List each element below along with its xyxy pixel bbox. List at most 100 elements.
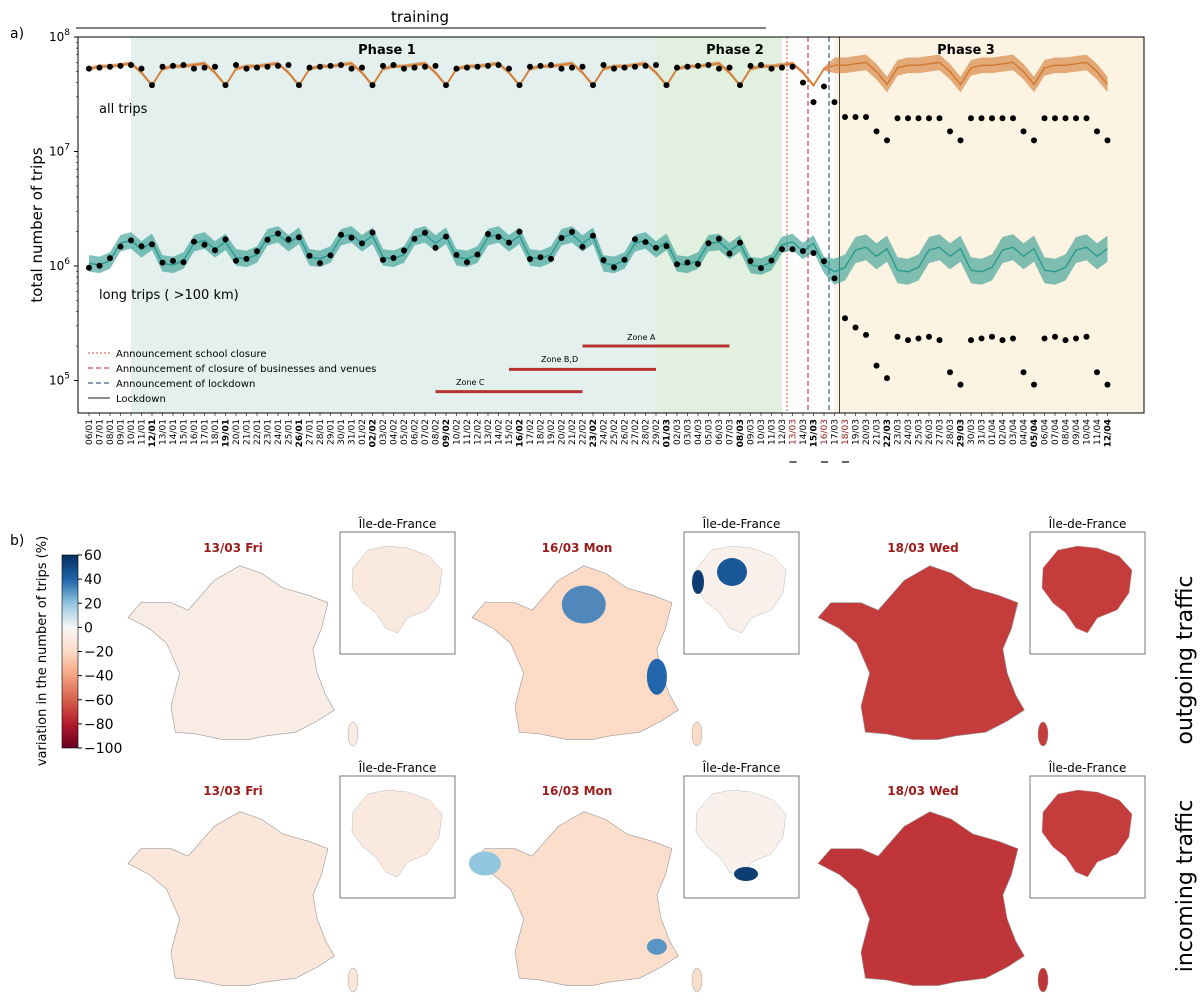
corsica-shape	[691, 721, 703, 747]
x-tick-label: 12/02	[474, 419, 484, 445]
x-tick-label: 10/01	[127, 419, 137, 445]
x-tick-label: 17/01	[201, 419, 211, 445]
colorbar-tick-label: 60	[84, 548, 102, 564]
point-all-trips	[810, 99, 817, 106]
x-tick-label: 16/01	[190, 419, 200, 445]
idf-inset-title: Île-de-France	[702, 516, 781, 531]
zone-bd-label: Zone B,D	[541, 355, 578, 364]
x-tick-label: 25/02	[610, 419, 620, 445]
point-all-trips	[527, 63, 533, 70]
x-tick-label: 27/01	[306, 419, 316, 445]
point-long-trips	[201, 241, 208, 248]
x-tick-label: 02/04	[999, 419, 1009, 445]
x-tick-label: 11/04	[1093, 419, 1103, 445]
point-long-trips	[821, 258, 827, 265]
x-tick-label: 16/03	[820, 419, 830, 445]
point-long-trips	[852, 324, 859, 331]
x-tick-label: 04/04	[1020, 419, 1030, 445]
point-long-trips	[684, 259, 691, 266]
map-title: 18/03 Wed	[887, 784, 959, 798]
x-tick-label: 30/03	[967, 419, 977, 445]
x-tick-label: 26/03	[925, 419, 935, 445]
point-all-trips	[905, 115, 911, 122]
point-all-trips	[968, 115, 974, 122]
point-long-trips	[726, 250, 733, 257]
row-label-incoming: incoming traffic	[1173, 800, 1198, 973]
x-tick-label: 10/03	[757, 419, 767, 445]
point-long-trips	[1073, 335, 1079, 342]
x-tick-label: 29/03	[957, 419, 967, 447]
point-long-trips	[401, 247, 407, 254]
long-trips-label: long trips ( >100 km)	[99, 288, 239, 303]
point-all-trips	[1020, 128, 1027, 135]
point-all-trips	[222, 82, 229, 89]
point-all-trips	[873, 128, 880, 135]
point-long-trips	[348, 234, 355, 241]
x-tick-label: 09/03	[747, 419, 757, 445]
point-all-trips	[842, 114, 848, 121]
point-all-trips	[1104, 137, 1111, 144]
x-tick-label: 13/01	[159, 419, 169, 445]
colorbar-tick-label: −20	[84, 645, 114, 661]
point-all-trips	[863, 114, 869, 121]
x-tick-label: 18/03	[841, 419, 851, 445]
x-tick-label: 07/02	[421, 419, 431, 445]
x-tick-label: 21/03	[873, 419, 883, 445]
x-tick-label: 19/02	[547, 419, 557, 445]
x-tick-label: 07/04	[1051, 419, 1061, 445]
map-title: 13/03 Fri	[203, 784, 262, 798]
colorbar-tick-label: 0	[84, 620, 93, 636]
point-long-trips	[464, 259, 470, 266]
point-all-trips	[180, 61, 187, 68]
x-tick-label: 13/03	[789, 419, 799, 445]
phase-bg-1	[131, 37, 656, 413]
x-tick-label: 26/02	[621, 419, 631, 445]
x-tick-label: 17/02	[526, 419, 536, 445]
x-tick-label: 18/02	[537, 419, 547, 445]
x-tick-label: 25/03	[915, 419, 925, 445]
point-long-trips	[642, 239, 649, 246]
x-tick-label: 02/02	[369, 419, 379, 447]
point-all-trips	[768, 65, 775, 72]
x-tick-label: 23/02	[589, 419, 599, 447]
point-long-trips	[306, 252, 313, 259]
x-tick-label: 08/03	[736, 419, 746, 447]
x-tick-label: 24/03	[904, 419, 914, 445]
france-map	[471, 565, 679, 740]
point-all-trips	[411, 64, 418, 71]
point-long-trips	[863, 331, 869, 338]
point-long-trips	[569, 228, 575, 235]
point-all-trips	[884, 137, 890, 144]
x-tick-label: 29/02	[652, 419, 662, 445]
point-all-trips	[632, 63, 638, 70]
x-tick-label: 05/02	[400, 419, 410, 445]
x-tick-label: 11/02	[463, 419, 473, 445]
idf-inset-title: Île-de-France	[702, 760, 781, 775]
point-long-trips	[600, 257, 607, 264]
map-title: 13/03 Fri	[203, 541, 262, 555]
panel-a-label: a)	[10, 26, 24, 42]
phase-backgrounds	[131, 37, 1144, 413]
point-all-trips	[128, 61, 134, 68]
point-all-trips	[485, 62, 491, 69]
point-all-trips	[117, 62, 124, 69]
point-all-trips	[915, 115, 922, 122]
point-long-trips	[506, 239, 512, 246]
point-long-trips	[422, 229, 428, 236]
x-tick-label: 19/01	[222, 419, 232, 447]
point-all-trips	[1062, 115, 1069, 122]
point-long-trips	[359, 240, 365, 247]
x-tick-label: 04/02	[390, 419, 400, 445]
legend: Announcement school closure Announcement…	[88, 349, 376, 405]
point-all-trips	[191, 65, 197, 72]
point-long-trips	[369, 229, 376, 236]
point-long-trips	[495, 233, 502, 240]
point-long-trips	[747, 258, 754, 265]
x-tick-label: 05/03	[705, 419, 715, 445]
point-long-trips	[485, 230, 491, 237]
point-long-trips	[474, 251, 481, 258]
point-all-trips	[443, 82, 449, 89]
idf-map	[351, 789, 443, 878]
france-map	[471, 811, 679, 986]
x-tick-label: 09/01	[117, 419, 127, 445]
